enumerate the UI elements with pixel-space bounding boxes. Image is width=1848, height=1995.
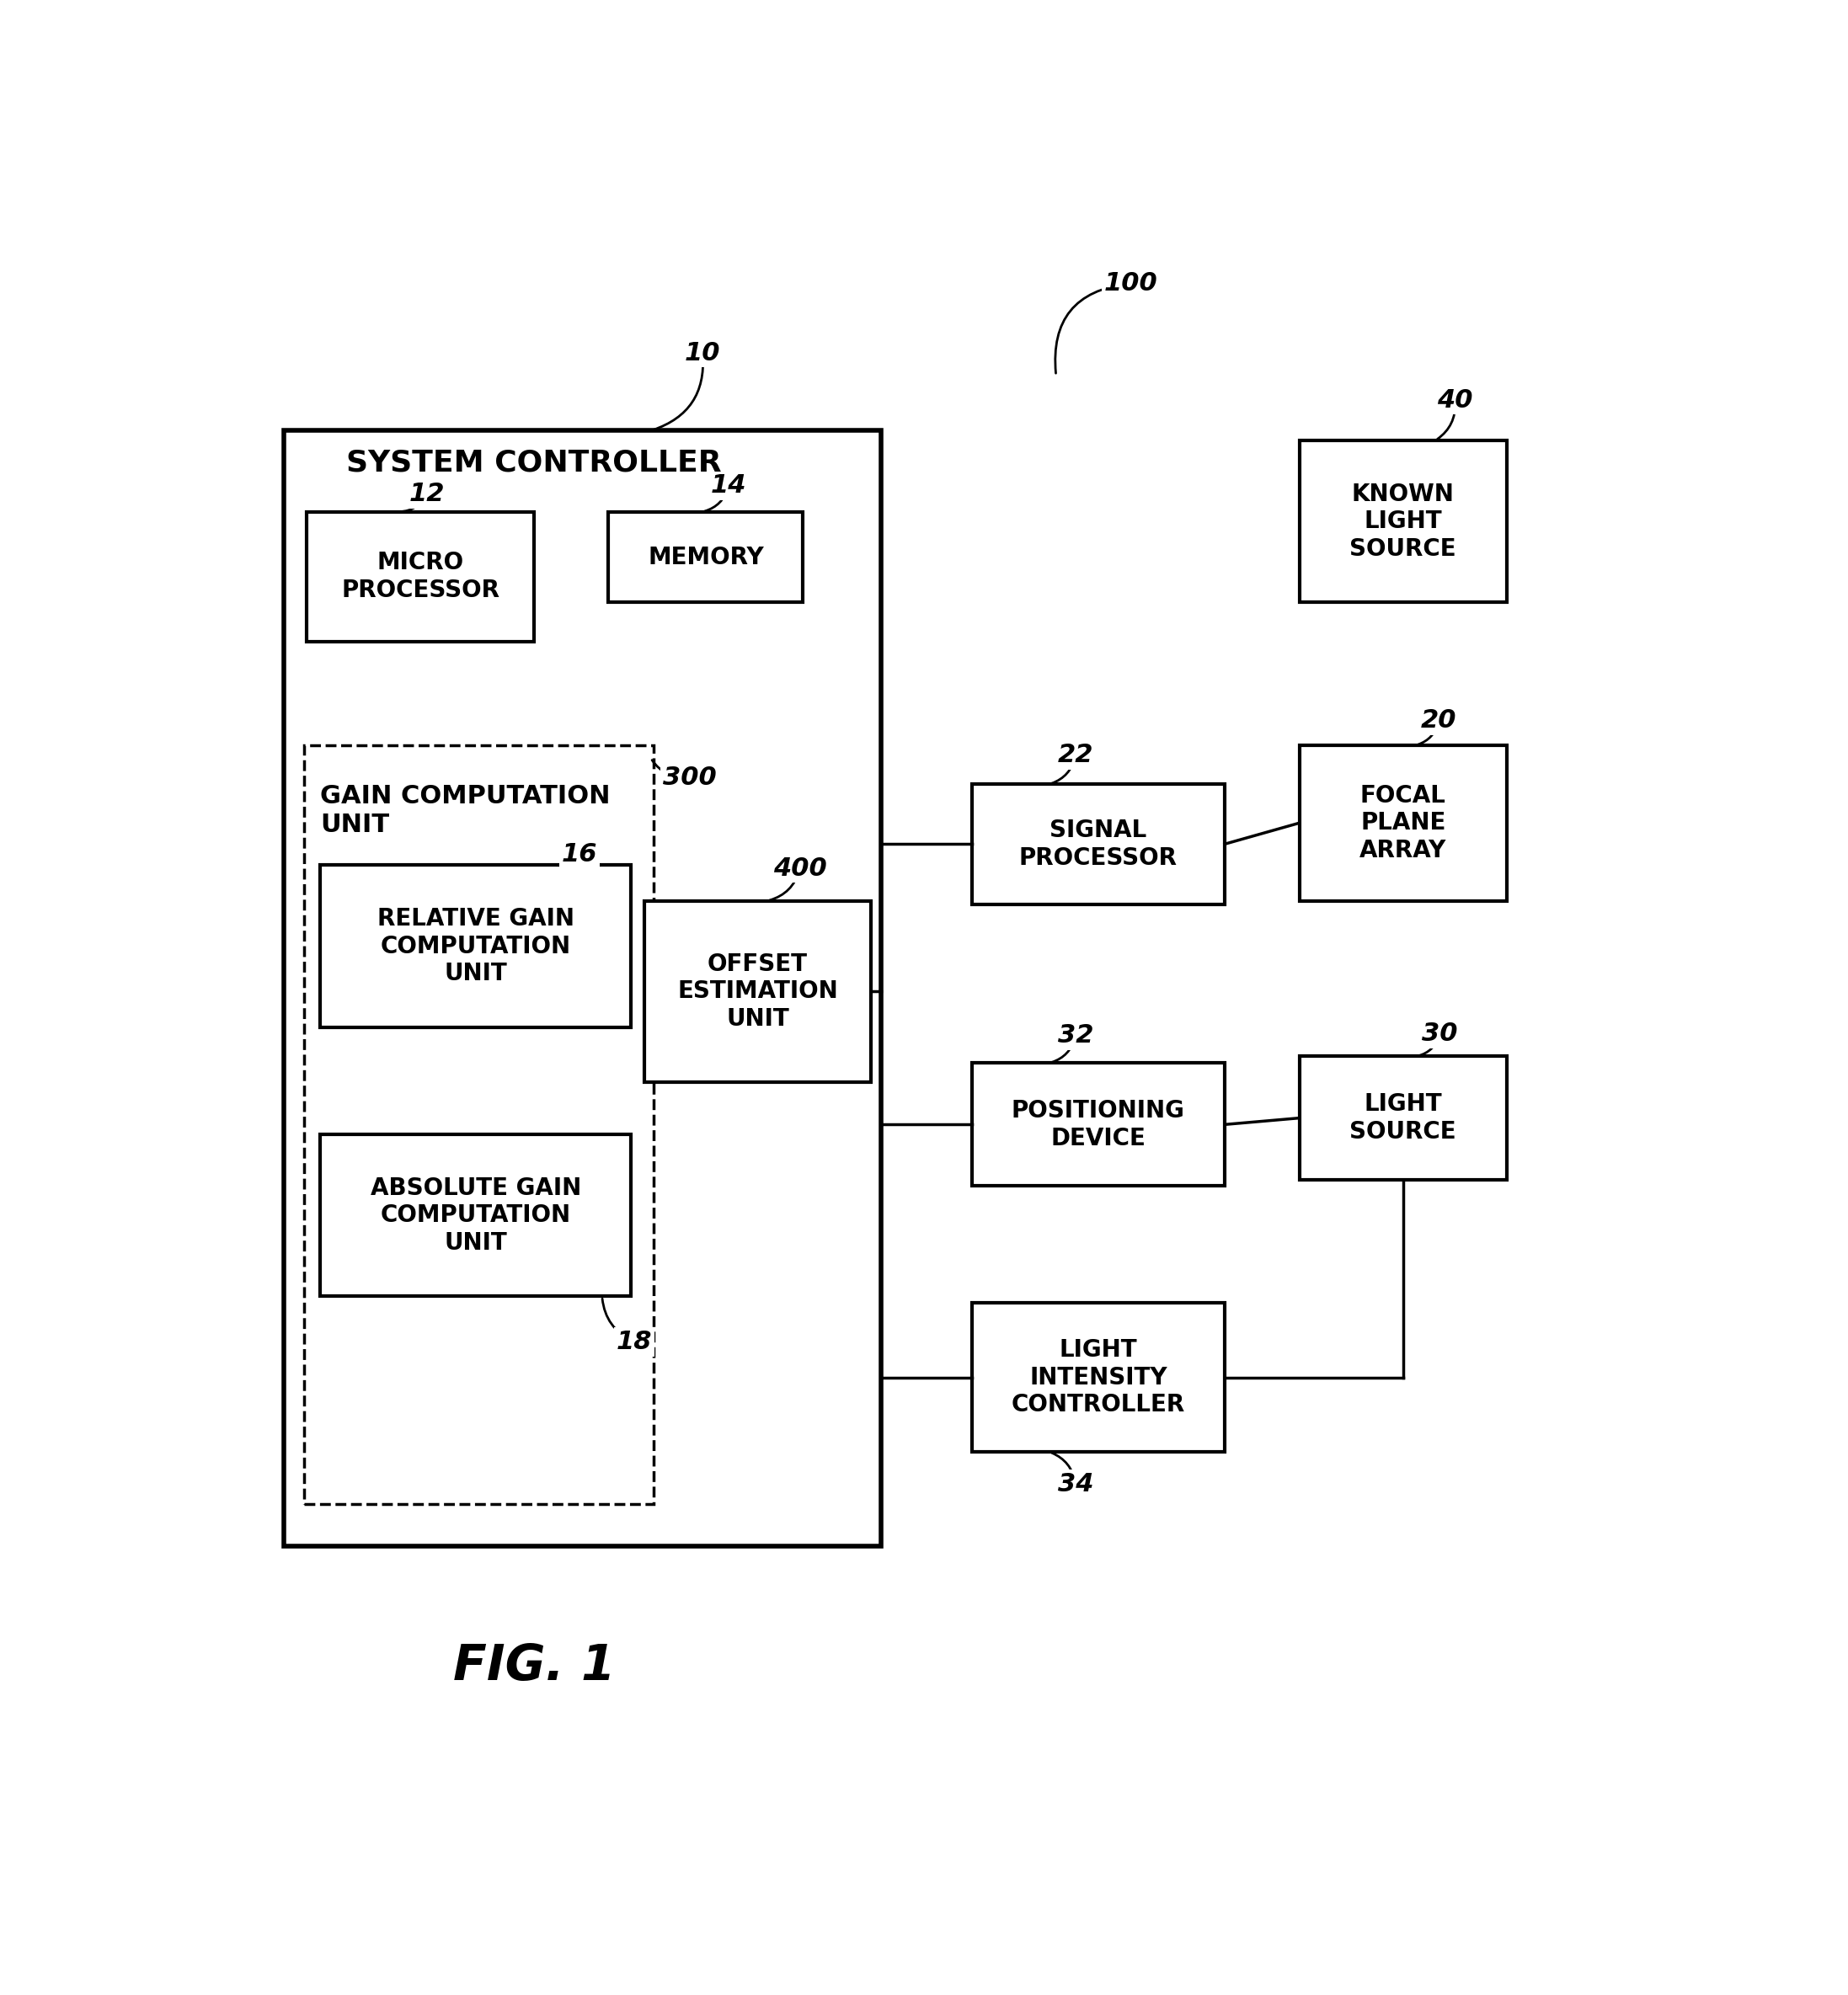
- Text: SYSTEM CONTROLLER: SYSTEM CONTROLLER: [346, 449, 721, 477]
- Bar: [645, 902, 870, 1083]
- Bar: [1299, 1057, 1506, 1179]
- Text: 12: 12: [408, 483, 445, 507]
- Text: 34: 34: [1057, 1472, 1094, 1496]
- Text: ABSOLUTE GAIN
COMPUTATION
UNIT: ABSOLUTE GAIN COMPUTATION UNIT: [370, 1177, 580, 1255]
- Text: 22: 22: [1057, 742, 1094, 768]
- Text: GAIN COMPUTATION
UNIT: GAIN COMPUTATION UNIT: [320, 784, 610, 836]
- Text: 100: 100: [1103, 271, 1157, 295]
- Bar: [608, 513, 804, 602]
- Text: 40: 40: [1438, 387, 1473, 413]
- Text: KNOWN
LIGHT
SOURCE: KNOWN LIGHT SOURCE: [1349, 483, 1456, 561]
- Text: 16: 16: [562, 842, 597, 866]
- Text: OFFSET
ESTIMATION
UNIT: OFFSET ESTIMATION UNIT: [678, 952, 837, 1031]
- Text: 10: 10: [686, 341, 721, 365]
- Text: SIGNAL
PROCESSOR: SIGNAL PROCESSOR: [1018, 818, 1177, 870]
- Bar: [1299, 441, 1506, 602]
- Bar: [285, 431, 881, 1546]
- Bar: [972, 1303, 1225, 1452]
- Text: MEMORY: MEMORY: [649, 545, 763, 569]
- Text: 400: 400: [772, 856, 826, 880]
- Text: POSITIONING
DEVICE: POSITIONING DEVICE: [1011, 1099, 1185, 1149]
- Text: 30: 30: [1423, 1021, 1458, 1045]
- Text: 14: 14: [711, 473, 747, 499]
- Text: MICRO
PROCESSOR: MICRO PROCESSOR: [342, 551, 499, 602]
- Text: 300: 300: [663, 766, 717, 790]
- Text: FOCAL
PLANE
ARRAY: FOCAL PLANE ARRAY: [1360, 784, 1447, 862]
- Text: 20: 20: [1421, 708, 1456, 732]
- Text: RELATIVE GAIN
COMPUTATION
UNIT: RELATIVE GAIN COMPUTATION UNIT: [377, 908, 575, 986]
- Text: LIGHT
INTENSITY
CONTROLLER: LIGHT INTENSITY CONTROLLER: [1011, 1339, 1185, 1416]
- Bar: [303, 746, 654, 1504]
- Text: FIG. 1: FIG. 1: [453, 1642, 615, 1690]
- Text: 18: 18: [617, 1329, 652, 1355]
- Bar: [320, 1135, 632, 1297]
- Bar: [307, 513, 534, 642]
- Text: 32: 32: [1057, 1023, 1094, 1047]
- Bar: [972, 784, 1225, 904]
- Bar: [972, 1063, 1225, 1187]
- Text: LIGHT
SOURCE: LIGHT SOURCE: [1349, 1093, 1456, 1143]
- Bar: [320, 866, 632, 1027]
- Bar: [1299, 746, 1506, 902]
